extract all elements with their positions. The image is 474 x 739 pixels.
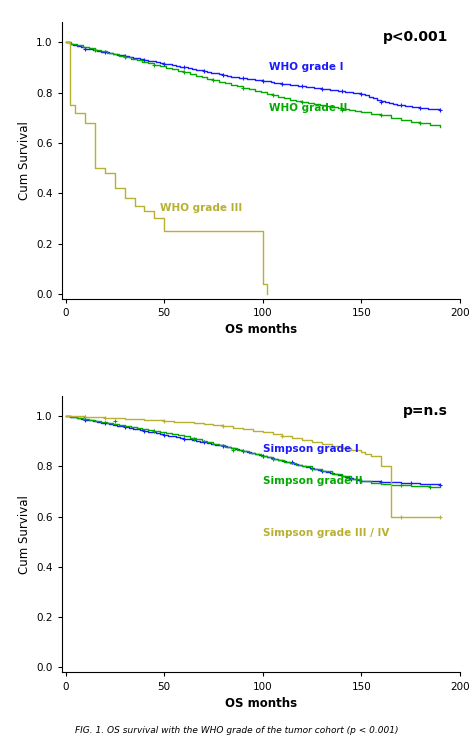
Text: p<0.001: p<0.001: [383, 30, 448, 44]
Y-axis label: Cum Survival: Cum Survival: [18, 494, 30, 573]
Text: p=n.s: p=n.s: [403, 404, 448, 418]
Text: FIG. 1. OS survival with the WHO grade of the tumor cohort (p < 0.001): FIG. 1. OS survival with the WHO grade o…: [75, 726, 399, 735]
X-axis label: OS months: OS months: [225, 697, 297, 710]
X-axis label: OS months: OS months: [225, 324, 297, 336]
Text: Simpson grade II: Simpson grade II: [263, 477, 362, 486]
Text: WHO grade II: WHO grade II: [269, 103, 347, 113]
Text: WHO grade III: WHO grade III: [160, 203, 242, 214]
Text: Simpson grade III / IV: Simpson grade III / IV: [263, 528, 389, 538]
Y-axis label: Cum Survival: Cum Survival: [18, 121, 30, 200]
Text: WHO grade I: WHO grade I: [269, 63, 343, 72]
Text: Simpson grade I: Simpson grade I: [263, 443, 358, 454]
